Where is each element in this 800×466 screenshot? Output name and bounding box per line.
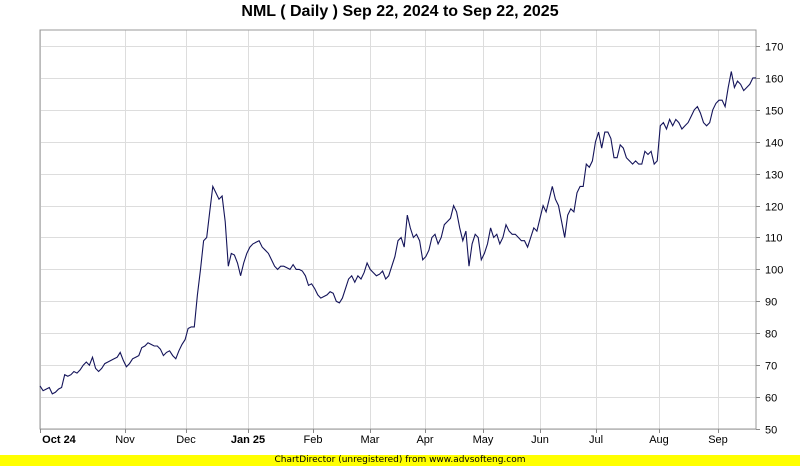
- grid-lines: [40, 30, 756, 430]
- x-tick-label: Sep: [708, 434, 728, 446]
- x-tick-label: Jun: [531, 434, 549, 446]
- y-tick-label: 160: [765, 74, 783, 86]
- plot-frame: [39, 29, 757, 430]
- x-tick-label: Dec: [176, 434, 196, 446]
- y-tick-label: 150: [765, 106, 783, 118]
- x-tick-label: Nov: [115, 434, 135, 446]
- x-tick-label: Jul: [589, 434, 603, 446]
- x-tick-label: Jan 25: [231, 434, 265, 446]
- plot-area: [40, 30, 756, 429]
- footer-text: ChartDirector (unregistered) from www.ad…: [274, 455, 526, 465]
- price-series-line: [39, 71, 756, 395]
- y-tick-label: 90: [765, 297, 777, 309]
- x-tick-label: May: [473, 434, 494, 446]
- x-tick-label: Oct 24: [42, 434, 77, 446]
- x-tick-label: Aug: [649, 434, 669, 446]
- y-tick-label: 100: [765, 265, 783, 277]
- x-tick-label: Apr: [416, 434, 433, 446]
- y-tick-label: 120: [765, 202, 783, 214]
- y-tick-label: 60: [765, 393, 777, 405]
- y-tick-label: 140: [765, 138, 783, 150]
- y-tick-label: 80: [765, 329, 777, 341]
- footer-bar: ChartDirector (unregistered) from www.ad…: [0, 455, 800, 466]
- line-chart: 50 60 70 80 90 100 110 120 130 140 150 160 170 Oct 2…: [39, 29, 783, 446]
- chart-title: NML ( Daily ) Sep 22, 2024 to Sep 22, 20…: [241, 3, 559, 20]
- y-tick-label: 70: [765, 361, 777, 373]
- y-tick-label: 130: [765, 170, 783, 182]
- y-tick-label: 50: [765, 425, 777, 437]
- y-tick-label: 110: [765, 233, 783, 245]
- x-axis: Oct 24 Nov Dec Jan 25 Feb Mar Apr May Jun Jul Aug S…: [40, 429, 728, 446]
- y-tick-label: 170: [765, 42, 783, 54]
- x-tick-label: Feb: [304, 434, 323, 446]
- y-axis: 50 60 70 80 90 100 110 120 130 140 150 160 170: [756, 42, 783, 437]
- x-tick-label: Mar: [361, 434, 380, 446]
